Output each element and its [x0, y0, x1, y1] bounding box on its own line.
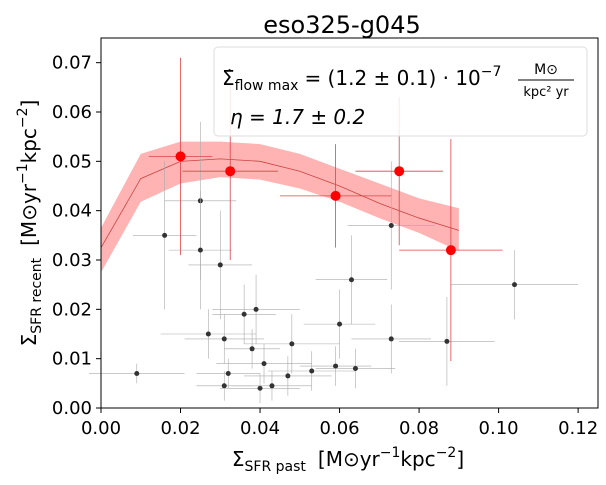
annotation-box: Σ̇flow max = (1.2 ± 0.1) · 10−7 M⊙ kpc² y… — [213, 46, 588, 137]
data-point — [196, 371, 253, 401]
y-axis-label: ΣSFR recent[M⊙yr−1kpc−2] — [15, 100, 45, 347]
annotation-exponent: −7 — [481, 64, 502, 80]
data-point — [188, 210, 253, 320]
x-tick-label: 0.04 — [240, 418, 280, 439]
x-axis-label: ΣSFR past [M⊙yr−1kpc−2] — [232, 445, 464, 475]
data-point-marker — [205, 331, 211, 337]
data-point-marker — [249, 346, 255, 352]
y-tick-label: 0.04 — [52, 201, 92, 222]
x-tick-label: 0.08 — [399, 418, 439, 439]
x-tick-label: 0.12 — [558, 418, 598, 439]
data-point-marker — [337, 321, 343, 327]
y-tick-label: 0.00 — [52, 398, 92, 419]
binned-point-marker — [445, 245, 456, 256]
plot-area — [89, 57, 579, 404]
annotation-equation: = (1.2 ± 0.1) · 10 — [304, 66, 480, 90]
binned-point — [148, 57, 213, 256]
y-tick-label: 0.03 — [52, 250, 92, 271]
data-point — [267, 351, 356, 391]
x-tick-label: 0.02 — [160, 418, 200, 439]
data-point-marker — [162, 232, 168, 238]
data-point — [232, 371, 312, 401]
annotation-frame — [213, 46, 588, 137]
data-point-marker — [289, 341, 295, 347]
data-point — [303, 289, 376, 359]
data-point-marker — [197, 247, 203, 253]
axes-frame — [100, 37, 599, 409]
binned-point-marker — [330, 190, 341, 201]
data-point — [160, 309, 257, 359]
data-point — [212, 274, 300, 344]
data-point-marker — [261, 361, 267, 367]
data-point — [89, 363, 185, 384]
data-point-marker — [512, 282, 518, 288]
y-tick-label: 0.06 — [52, 102, 92, 123]
data-point — [244, 356, 332, 396]
data-point-marker — [309, 368, 315, 374]
data-point — [244, 314, 340, 374]
data-point — [196, 358, 261, 389]
y-tick-label: 0.07 — [52, 53, 92, 74]
data-point — [351, 304, 432, 374]
x-tick-label: 0.06 — [320, 418, 360, 439]
data-point — [315, 235, 388, 325]
data-point-marker — [217, 262, 223, 268]
data-point-marker — [444, 338, 450, 344]
data-point — [212, 284, 276, 344]
data-point-marker — [388, 222, 394, 228]
data-point-marker — [269, 383, 275, 389]
binned-point-marker — [225, 166, 236, 177]
data-point-marker — [388, 336, 394, 342]
binned-point-marker — [175, 151, 186, 162]
data-point — [216, 343, 312, 384]
annotation-fraction-denominator: kpc² yr — [523, 85, 569, 100]
data-point-marker — [225, 370, 231, 376]
data-point — [347, 161, 435, 290]
data-point-marker — [221, 336, 227, 342]
data-point — [315, 348, 396, 389]
annotation-lhs-symbol: Σ̇ — [222, 66, 235, 90]
x-tick-label: 0.00 — [81, 418, 121, 439]
data-point — [450, 250, 579, 320]
data-point — [299, 346, 372, 386]
y-tick-label: 0.05 — [52, 151, 92, 172]
data-point-marker — [285, 373, 291, 379]
binned-point-marker — [394, 166, 405, 177]
data-points-layer — [89, 121, 579, 404]
annotation-fraction-numerator: M⊙ — [534, 62, 558, 78]
data-point — [168, 190, 233, 310]
x-tick-label: 0.10 — [479, 418, 519, 439]
data-point — [224, 329, 280, 369]
data-point-marker — [241, 311, 247, 317]
binned-point — [279, 144, 392, 248]
data-point-marker — [352, 366, 358, 372]
annotation-lhs-subscript: flow max — [235, 78, 299, 94]
chart-title: eso325-g045 — [263, 11, 420, 39]
model-band-layer — [100, 141, 459, 273]
x-ticks: 0.00 0.02 0.04 0.06 0.08 0.10 0.12 — [81, 408, 598, 439]
data-point-marker — [221, 383, 227, 389]
model-uncertainty-band — [101, 141, 459, 273]
data-point-marker — [333, 363, 339, 369]
data-point-marker — [257, 385, 263, 391]
data-point-marker — [348, 277, 354, 283]
y-tick-label: 0.01 — [52, 349, 92, 370]
binned-point — [399, 139, 503, 362]
data-point — [132, 161, 197, 310]
y-ticks: 0.00 0.01 0.02 0.03 0.04 0.05 0.06 0.07 — [52, 53, 101, 419]
annotation-line-2: η = 1.7 ± 0.2 — [230, 105, 365, 129]
annotation-line-1: Σ̇flow max = (1.2 ± 0.1) · 10−7 — [222, 64, 501, 94]
data-point-marker — [253, 306, 259, 312]
data-point — [220, 373, 300, 404]
data-point — [399, 297, 495, 386]
data-point-marker — [134, 370, 140, 376]
y-tick-label: 0.02 — [52, 299, 92, 320]
data-point — [184, 314, 265, 364]
